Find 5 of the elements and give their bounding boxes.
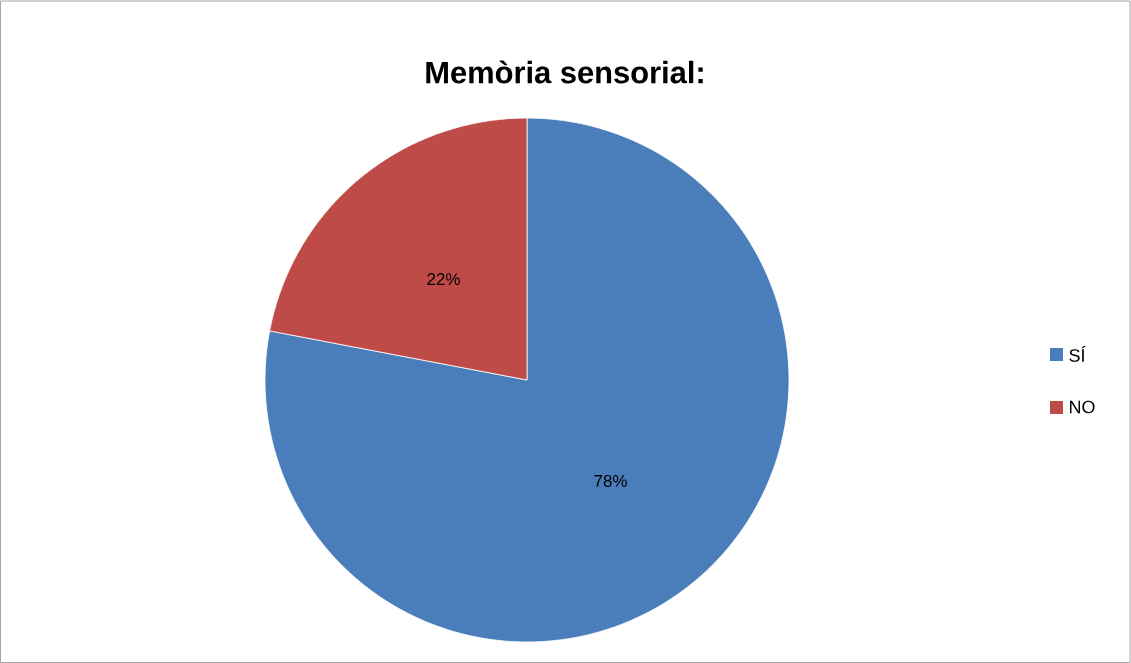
data-label: 22% <box>427 273 460 285</box>
data-label: 78% <box>594 474 627 487</box>
chart-title: Memòria sensorial: <box>426 60 703 84</box>
legend-label: NO <box>1070 400 1095 414</box>
legend-label: SÍ <box>1069 346 1086 362</box>
